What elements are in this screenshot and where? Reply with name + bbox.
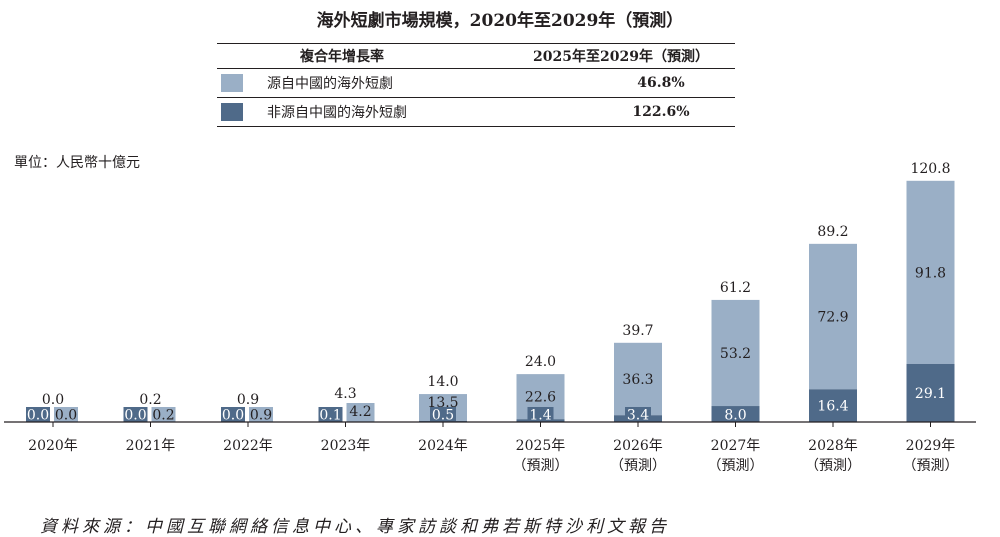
bar-value-chinese: 22.6 <box>525 390 556 406</box>
bar-value-non-chinese: 16.4 <box>817 399 848 415</box>
bar-segment-non-chinese <box>906 363 955 422</box>
bar-value-non-chinese: 3.4 <box>627 408 649 424</box>
x-axis-tick-label: 2020年 <box>28 438 78 454</box>
bar-segment-chinese <box>711 299 760 407</box>
bar-segment-non-chinese <box>26 407 50 422</box>
legend-header-cagr: 複合年增長率 <box>300 49 384 65</box>
source-note: 資料來源：中國互聯網絡信息中心、專家訪談和弗若斯特沙利文報告 <box>40 517 670 537</box>
bar-value-chinese: 0.9 <box>250 408 272 424</box>
x-axis-tick-label: 2025年 <box>516 438 566 454</box>
bar-total-label: 0.9 <box>237 392 259 408</box>
bar-value-non-chinese: 1.4 <box>529 408 551 424</box>
x-axis-tick-label: 2023年 <box>321 438 371 454</box>
bar-value-non-chinese: 0.0 <box>27 408 49 424</box>
bar-segment-chinese <box>614 342 662 416</box>
unit-label: 單位：人民幣十億元 <box>14 155 140 171</box>
bar-total-label: 14.0 <box>427 374 458 390</box>
bar-segment-chinese <box>346 403 375 422</box>
legend-row-chinese: 源自中國的海外短劇 46.8% <box>217 69 735 97</box>
x-axis-tick-label: 2021年 <box>126 438 176 454</box>
bar-total-label: 24.0 <box>525 354 556 370</box>
bar-total-label: 39.7 <box>622 323 653 339</box>
x-axis-tick-label: 2024年 <box>418 438 468 454</box>
legend-label-chinese: 源自中國的海外短劇 <box>267 76 393 92</box>
bar-value-box-non-chinese <box>430 407 456 422</box>
bar-value-non-chinese: 0.0 <box>124 408 146 424</box>
legend-table: 複合年增長率 2025年至2029年（預測） 源自中國的海外短劇 46.8% 非… <box>217 43 735 127</box>
bar-value-chinese: 4.2 <box>349 404 371 420</box>
bar-value-chinese: 72.9 <box>817 310 848 326</box>
x-axis-tick-sublabel: （預測） <box>610 458 666 474</box>
bar-value-chinese: 53.2 <box>720 346 751 362</box>
bar-value-chinese: 36.3 <box>622 372 653 388</box>
bar-total-label: 89.2 <box>817 224 848 240</box>
bar-value-box-non-chinese <box>625 407 651 422</box>
x-axis-tick-sublabel: （預測） <box>513 458 569 474</box>
legend-swatch-non-chinese <box>221 103 243 121</box>
bar-value-non-chinese: 0.0 <box>222 408 244 424</box>
x-axis-tick-sublabel: （預測） <box>708 458 764 474</box>
legend-header: 複合年增長率 2025年至2029年（預測） <box>217 44 735 69</box>
bar-total-label: 0.2 <box>139 392 161 408</box>
legend-row-non-chinese: 非源自中國的海外短劇 122.6% <box>217 97 735 126</box>
bar-segment-chinese <box>54 407 78 422</box>
bar-value-box-non-chinese <box>527 407 554 422</box>
x-axis-tick-label: 2028年 <box>808 438 858 454</box>
x-axis-tick-label: 2026年 <box>613 438 663 454</box>
bar-total-label: 0.0 <box>42 392 64 408</box>
bar-total-label: 120.8 <box>910 161 950 177</box>
bar-value-box-non-chinese <box>722 407 749 422</box>
legend-swatch-chinese <box>221 74 243 92</box>
legend-header-period: 2025年至2029年（預測） <box>533 49 709 65</box>
legend-label-non-chinese: 非源自中國的海外短劇 <box>267 105 407 121</box>
bar-value-chinese: 0.0 <box>55 408 77 424</box>
chart-title: 海外短劇市場規模，2020年至2029年（預測） <box>316 11 684 31</box>
bar-total-label: 61.2 <box>720 280 751 296</box>
bar-segment-non-chinese <box>123 407 148 422</box>
x-axis-tick-sublabel: （預測） <box>903 458 959 474</box>
legend-rate-non-chinese: 122.6% <box>632 104 690 120</box>
x-axis-tick-label: 2027年 <box>711 438 761 454</box>
bar-value-non-chinese: 0.1 <box>319 408 341 424</box>
bar-value-chinese: 0.2 <box>152 408 174 424</box>
legend-rate-chinese: 46.8% <box>637 75 685 91</box>
bar-segment-non-chinese <box>221 407 245 422</box>
bar-segment-chinese <box>809 243 857 390</box>
bar-value-non-chinese: 8.0 <box>724 408 746 424</box>
bar-segment-chinese <box>151 407 176 422</box>
x-axis-tick-sublabel: （預測） <box>805 458 861 474</box>
bar-value-non-chinese: 29.1 <box>915 386 946 402</box>
bar-value-non-chinese: 0.5 <box>432 408 454 424</box>
bar-value-chinese: 91.8 <box>915 265 946 281</box>
bar-segment-chinese <box>249 407 273 422</box>
bar-segment-non-chinese <box>809 389 857 422</box>
x-axis-tick-label: 2029年 <box>906 438 956 454</box>
bar-segment-chinese <box>906 180 955 364</box>
bar-total-label: 4.3 <box>334 386 356 402</box>
x-axis-tick-label: 2022年 <box>223 438 273 454</box>
bar-segment-non-chinese <box>318 407 343 422</box>
